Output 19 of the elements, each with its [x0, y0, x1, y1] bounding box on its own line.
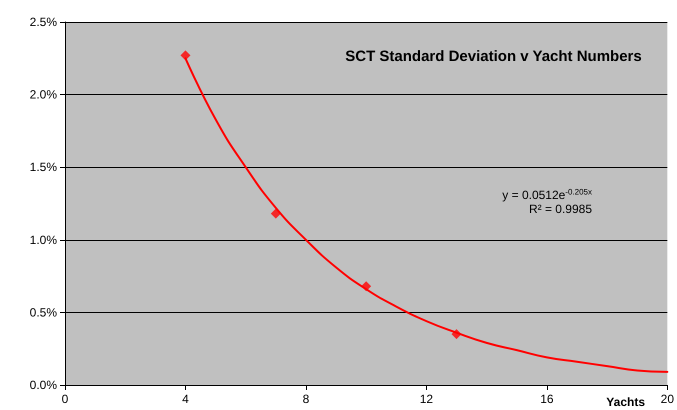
x-tick-label: 0 [62, 392, 69, 406]
x-axis-title: Yachts [606, 395, 646, 409]
x-tick-label: 4 [182, 392, 190, 406]
y-tick-label: 1.5% [30, 160, 58, 174]
point [270, 208, 281, 219]
y-tick-label: 1.0% [30, 232, 58, 247]
text: SCT Standard Deviation v Yacht Numbers [345, 48, 642, 65]
point [180, 50, 190, 60]
x-tick-label: 12 [420, 392, 434, 406]
y-tick-label: 2.5% [30, 15, 58, 29]
point [452, 329, 462, 340]
x-tick-label: 20 [660, 392, 674, 406]
point [361, 281, 372, 292]
y-tick-label: 0.5% [30, 305, 58, 320]
x-tick-label: 8 [302, 392, 310, 406]
y-tick-label: 0.0% [30, 378, 58, 392]
annotation: R² = 0.9985 [528, 202, 592, 216]
y-tick-label: 2.0% [30, 88, 58, 102]
x-tick-label: 16 [540, 392, 554, 406]
